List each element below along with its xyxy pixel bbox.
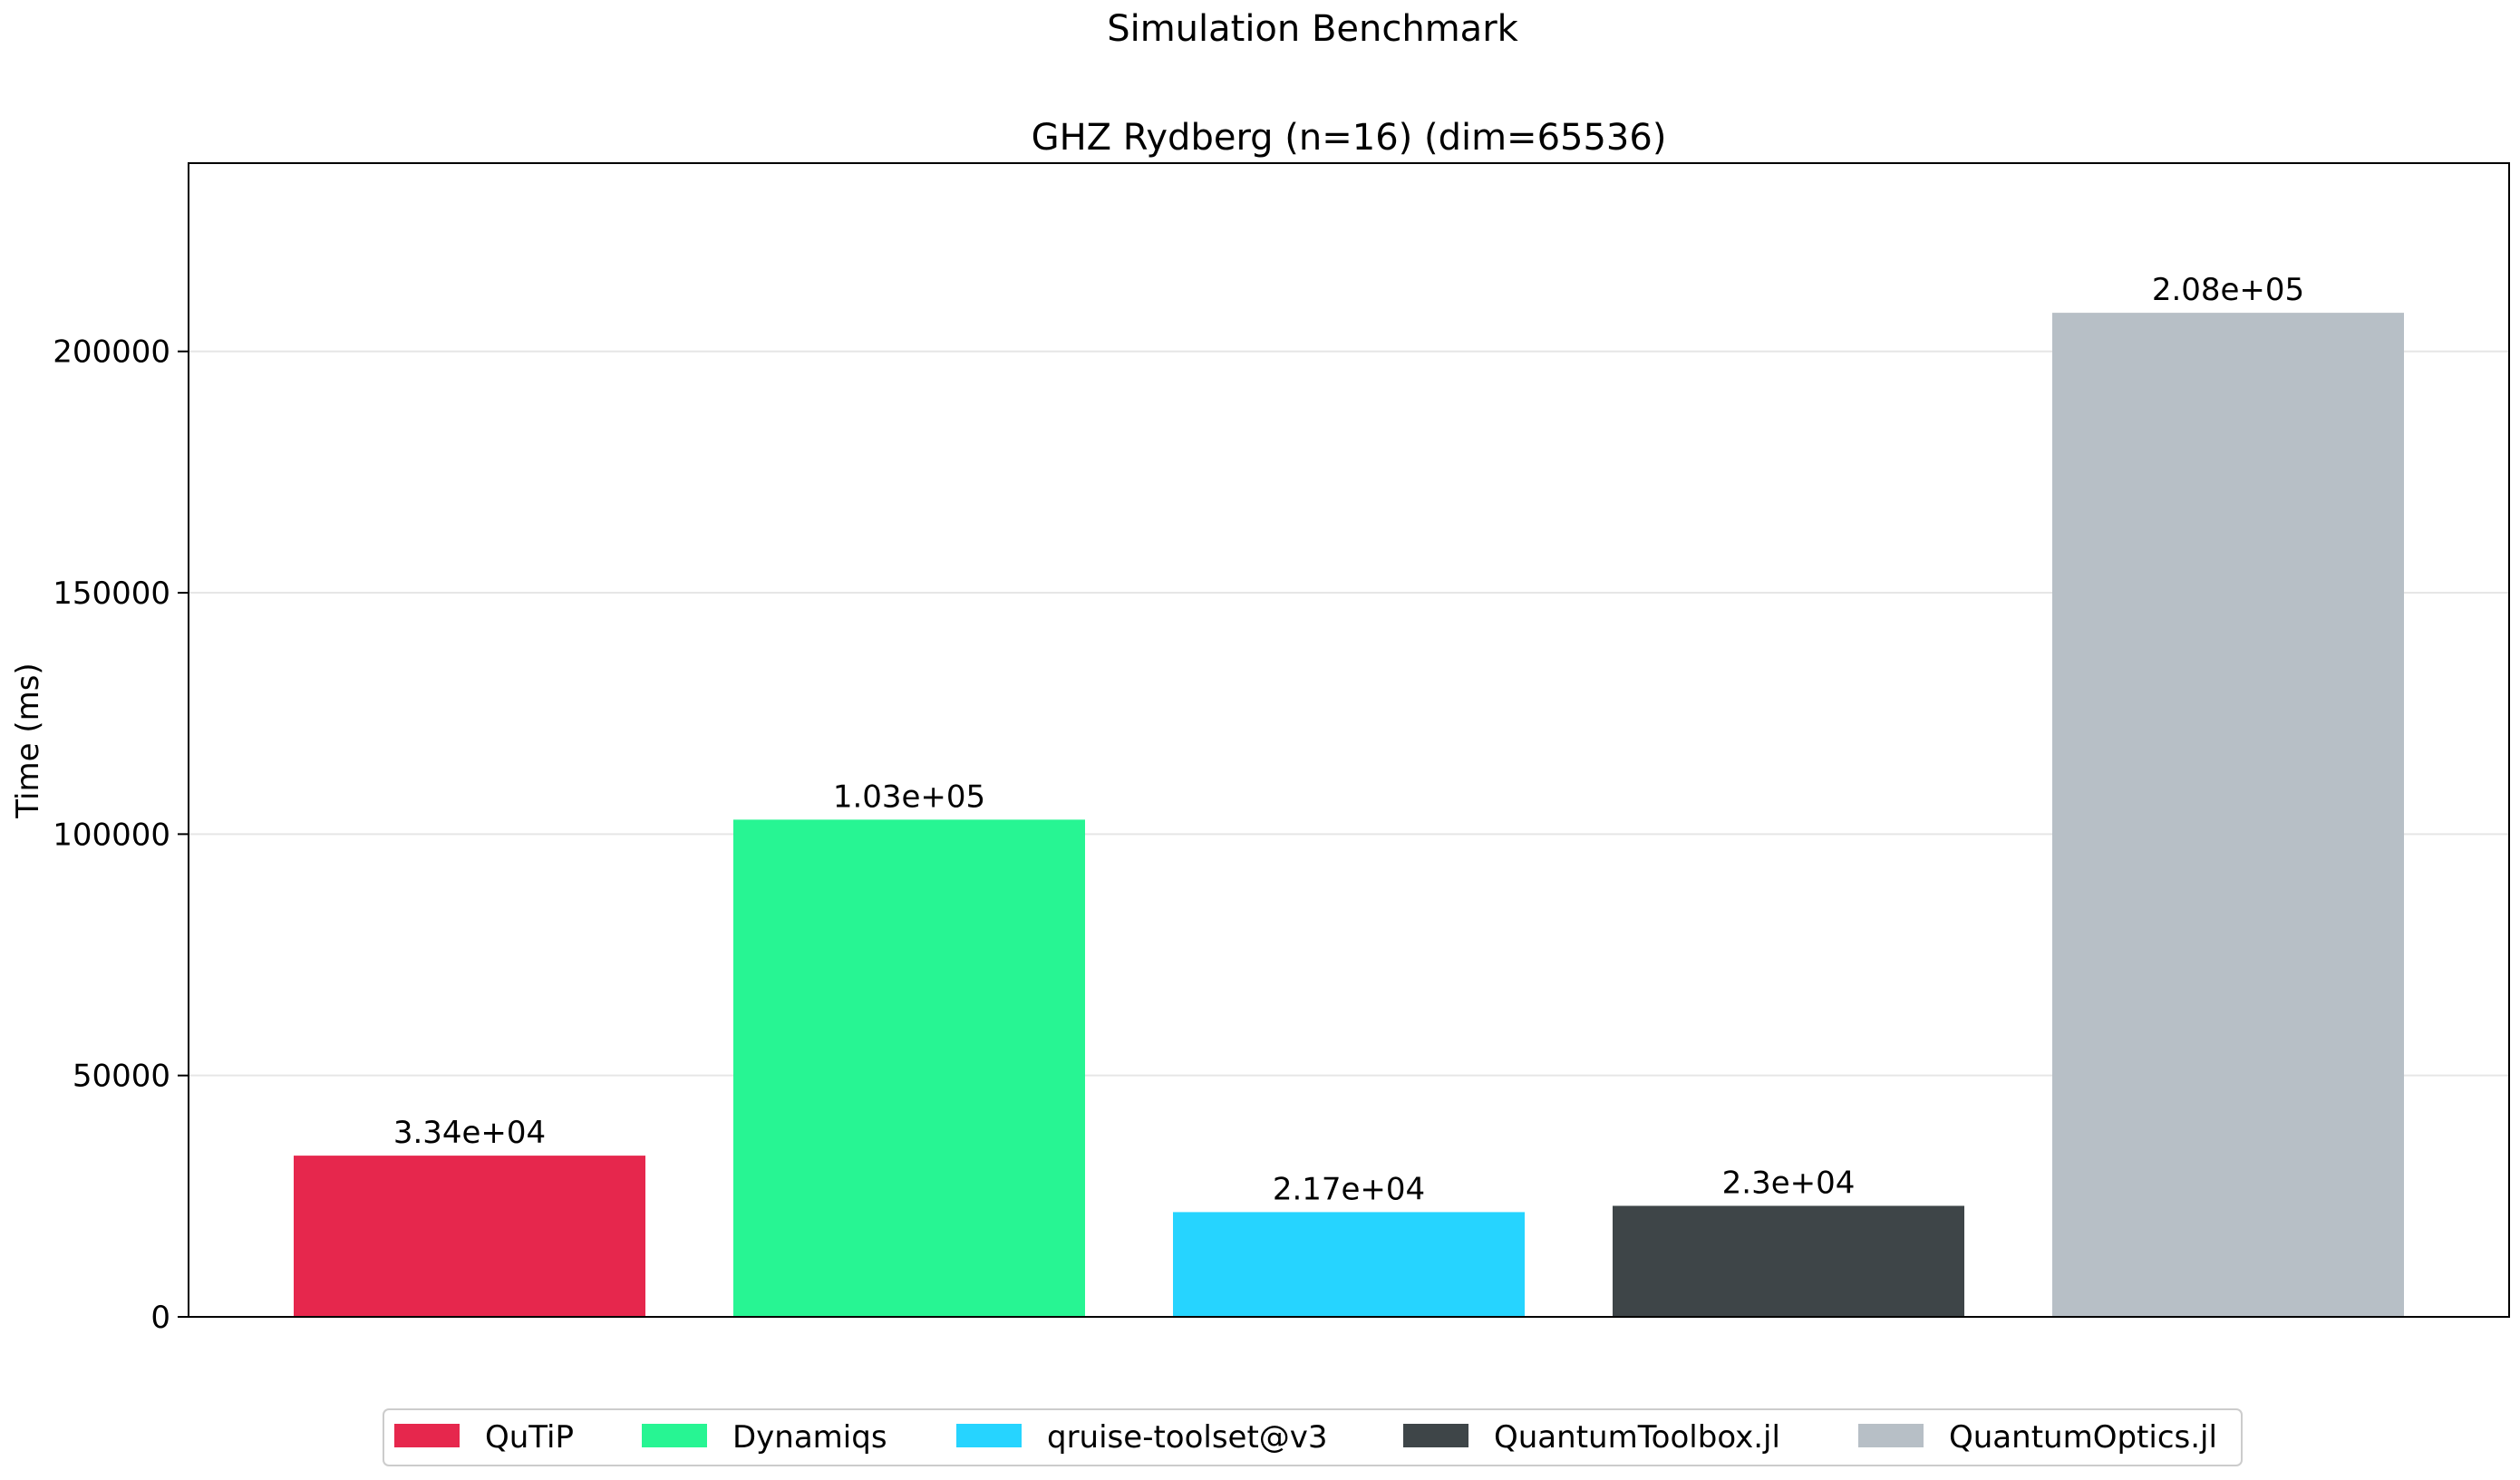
bar — [1173, 1212, 1525, 1317]
bar — [733, 819, 1085, 1317]
legend-label: QuantumToolbox.jl — [1494, 1419, 1780, 1456]
legend-swatch — [1403, 1424, 1468, 1447]
y-axis-label: Time (ms) — [10, 663, 46, 818]
plot-area-frame — [188, 162, 2510, 1318]
bars — [294, 313, 2404, 1317]
bar — [294, 1156, 645, 1317]
bar — [1613, 1205, 1964, 1317]
legend: QuTiP Dynamiqs qruise-toolset@v3 QuantumToo… — [383, 1408, 2243, 1466]
bar-value-label: 2.17e+04 — [1273, 1171, 1425, 1207]
chart-suptitle: Simulation Benchmark — [1107, 8, 1518, 50]
legend-swatch — [642, 1424, 707, 1447]
bar — [2052, 313, 2404, 1317]
legend-label: qruise-toolset@v3 — [1047, 1419, 1328, 1456]
y-tick-label: 100000 — [53, 817, 170, 853]
bar-value-label: 1.03e+05 — [833, 779, 985, 815]
bar-value-label: 3.34e+04 — [393, 1115, 546, 1151]
bar-value-label: 2.08e+05 — [2152, 272, 2304, 308]
legend-label: QuTiP — [485, 1419, 574, 1456]
legend-swatch — [394, 1424, 460, 1447]
legend-swatch — [956, 1424, 1022, 1447]
y-axis-ticks: 0 50000 100000 150000 200000 — [53, 334, 189, 1336]
legend-label: QuantumOptics.jl — [1949, 1419, 2217, 1456]
chart-title: GHZ Rydberg (n=16) (dim=65536) — [1032, 117, 1667, 159]
bar-value-labels: 3.34e+04 1.03e+05 2.17e+04 2.3e+04 2.08e+05 — [393, 272, 2304, 1207]
y-tick-label: 150000 — [53, 576, 170, 612]
y-tick-label: 50000 — [73, 1059, 170, 1095]
y-tick-label: 200000 — [53, 334, 170, 371]
bar-value-label: 2.3e+04 — [1722, 1165, 1856, 1201]
y-tick-label: 0 — [150, 1300, 170, 1336]
legend-frame — [383, 1408, 2243, 1466]
legend-label: Dynamiqs — [732, 1419, 887, 1456]
legend-swatch — [1858, 1424, 1924, 1447]
